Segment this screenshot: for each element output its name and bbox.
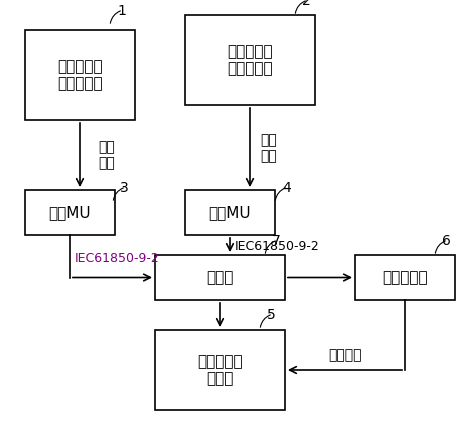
Text: 5: 5 xyxy=(267,308,276,322)
Text: 2: 2 xyxy=(302,0,311,8)
Text: 第一分立式
同步功率源: 第一分立式 同步功率源 xyxy=(57,59,103,91)
Text: 电流
信号: 电流 信号 xyxy=(260,133,277,163)
Text: IEC61850-9-2: IEC61850-9-2 xyxy=(235,240,320,254)
Text: 4: 4 xyxy=(282,181,291,195)
Text: 电流MU: 电流MU xyxy=(209,205,251,220)
Text: 电压
信号: 电压 信号 xyxy=(98,140,115,170)
Bar xyxy=(155,330,285,410)
Text: 7: 7 xyxy=(272,234,281,248)
Bar xyxy=(25,30,135,120)
Bar xyxy=(185,190,275,235)
Bar xyxy=(185,15,315,105)
Text: 第二分立式
同步功率源: 第二分立式 同步功率源 xyxy=(227,44,273,76)
Text: 数字电能表
校验仪: 数字电能表 校验仪 xyxy=(197,354,243,386)
Text: 1: 1 xyxy=(117,4,126,18)
Text: 交换机: 交换机 xyxy=(206,270,234,285)
Text: 6: 6 xyxy=(442,234,451,248)
Bar xyxy=(355,255,455,300)
Bar xyxy=(155,255,285,300)
Text: 数字电能表: 数字电能表 xyxy=(382,270,428,285)
Text: IEC61850-9-2: IEC61850-9-2 xyxy=(75,253,160,265)
Text: 3: 3 xyxy=(120,181,129,195)
Bar xyxy=(25,190,115,235)
Text: 电压MU: 电压MU xyxy=(48,205,91,220)
Text: 脉冲输入: 脉冲输入 xyxy=(328,348,362,362)
